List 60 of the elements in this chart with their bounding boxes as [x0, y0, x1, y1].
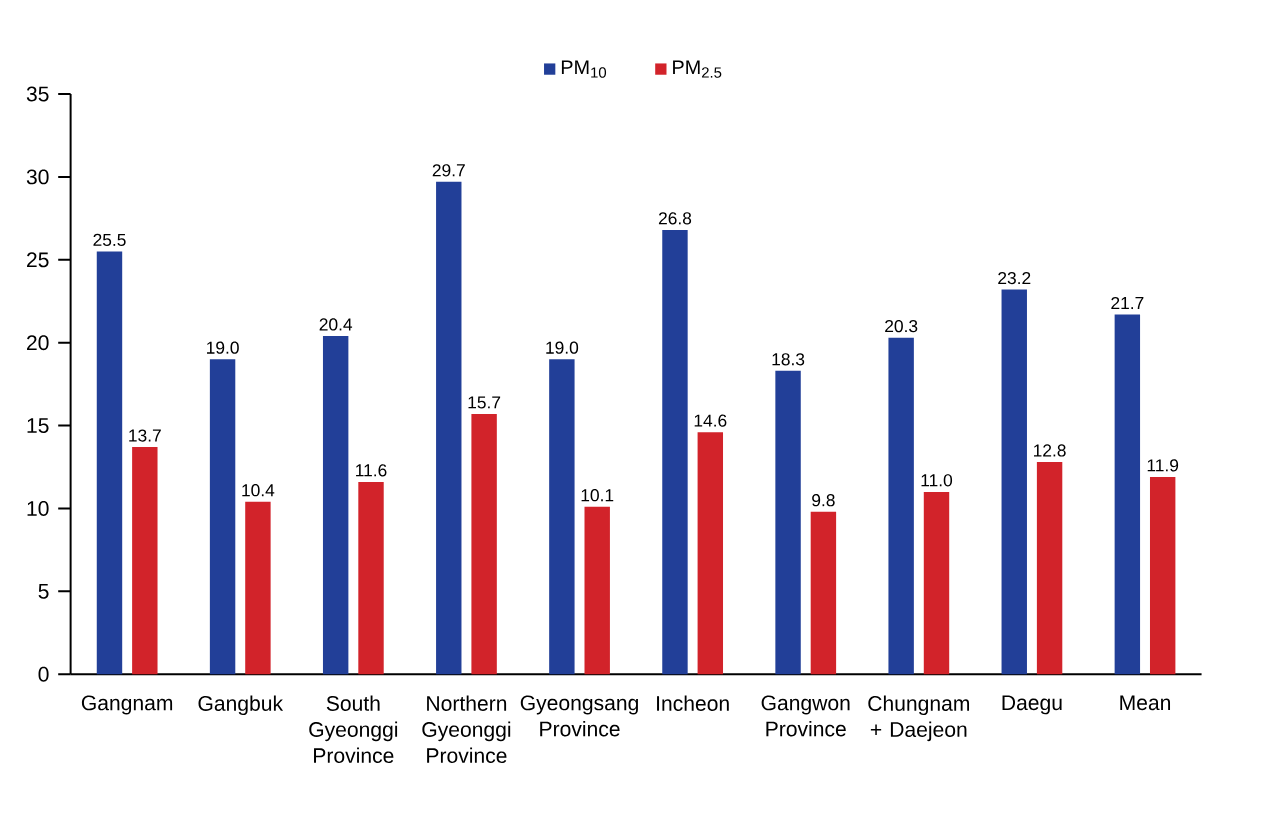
data-label: 21.7 — [1111, 296, 1144, 309]
data-label: 11.9 — [1147, 459, 1179, 472]
data-label: 13.7 — [129, 429, 161, 442]
data-label: 11.6 — [356, 464, 387, 477]
data-label: 19.0 — [546, 341, 579, 354]
data-label: 20.3 — [885, 319, 918, 333]
data-label: 26.8 — [658, 212, 692, 225]
x-tick-label: Daegu — [1002, 695, 1062, 715]
data-label: 23.2 — [998, 271, 1031, 285]
bar — [96, 251, 123, 675]
bar — [1001, 289, 1027, 675]
data-label: 18.3 — [772, 353, 805, 366]
bar — [209, 359, 236, 675]
bar — [810, 511, 837, 675]
y-tick-label: 5 — [38, 583, 49, 599]
bar — [245, 501, 271, 675]
y-tick-label: 0 — [38, 666, 49, 682]
data-label: 29.7 — [432, 164, 465, 177]
bar — [358, 481, 384, 675]
bar — [888, 337, 914, 675]
y-tick-label: 15 — [27, 418, 49, 433]
data-label: 12.8 — [1033, 444, 1066, 457]
x-tick-label: Mean — [1120, 695, 1171, 711]
data-label: 25.5 — [93, 233, 126, 246]
data-label: 10.1 — [581, 489, 614, 502]
x-tick-label: Northern Gyeonggi Province — [422, 695, 511, 763]
bar — [1149, 476, 1176, 675]
x-tick-label: Gyeongsang Province — [520, 695, 638, 737]
y-tick-label: 20 — [27, 335, 49, 351]
bar — [697, 432, 724, 675]
x-tick-label: Gangnam — [81, 695, 173, 715]
data-label: 9.8 — [812, 493, 835, 507]
x-tick-label: Chungnam + Daejeon — [868, 695, 970, 742]
bar — [471, 413, 497, 675]
data-label: 10.4 — [242, 484, 275, 497]
x-tick-label: Gangwon Province — [761, 695, 850, 737]
y-tick-label: 35 — [26, 86, 49, 102]
y-tick-label: 10 — [27, 500, 49, 516]
y-tick-label: 25 — [27, 252, 49, 268]
bar — [584, 506, 610, 675]
data-label: 11.0 — [921, 474, 953, 487]
bar — [923, 491, 950, 675]
x-tick-label: Gangbuk — [198, 695, 284, 715]
data-label: 20.4 — [319, 318, 353, 331]
x-tick-label: South Gyeonggi Province — [309, 695, 398, 763]
bar — [775, 370, 801, 675]
data-label: 19.0 — [207, 341, 239, 354]
x-tick-label: Incheon — [657, 695, 729, 711]
bar — [662, 229, 688, 675]
bar — [1036, 461, 1063, 675]
bar — [549, 359, 575, 675]
bar — [436, 181, 462, 675]
data-label: 15.7 — [468, 396, 501, 409]
bar — [1114, 314, 1141, 675]
y-tick-label: 30 — [26, 169, 49, 185]
data-label: 14.6 — [694, 414, 727, 427]
bar — [132, 447, 158, 675]
legend-label: PM$_{10}$ — [561, 60, 607, 78]
legend-label: PM$_{2.5}$ — [673, 60, 722, 78]
bar — [322, 335, 349, 675]
